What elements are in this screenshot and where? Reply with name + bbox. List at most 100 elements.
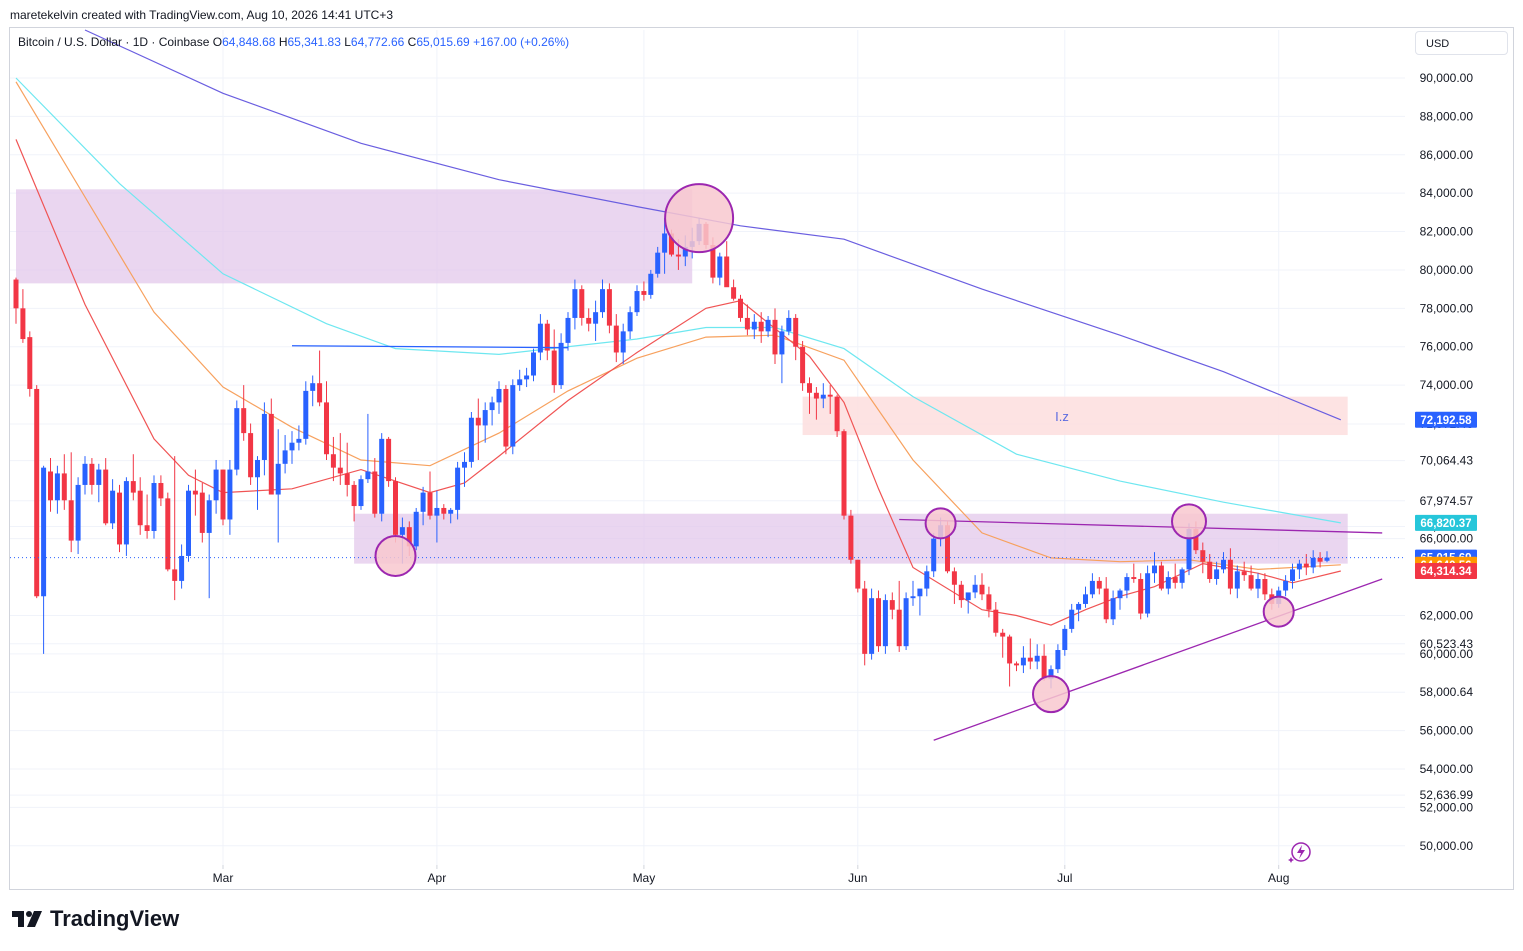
candle-body [993,609,999,633]
candle-body [724,256,730,288]
trendlines [10,345,1405,741]
candle-body [1221,559,1226,570]
moving-average-line [84,29,1342,421]
markup-circle [664,183,735,254]
candle-body [827,394,833,397]
candle-body [179,555,185,581]
candle-body [220,469,226,520]
candle-body [758,321,764,332]
candle-body [682,246,688,257]
candle-body [406,527,412,547]
price-tick-label: 90,000.00 [1420,71,1474,85]
candle-body [234,408,240,470]
candle-body [268,413,274,495]
candle-body [517,379,523,386]
chart-frame [9,27,1514,890]
markup-circle [1032,675,1070,714]
candle-body [462,461,467,468]
candle-body [1248,575,1254,589]
candle-body [317,383,323,403]
open-label: O [212,35,223,49]
candle-body [475,417,481,426]
price-badge-label: 72,192.58 [1420,415,1472,427]
candle-body [337,467,343,474]
candle-body [876,598,881,647]
candle-body [289,442,295,451]
candle-body [537,323,543,353]
candle-body [68,500,74,541]
price-badge-label: 66,820.37 [1420,518,1471,530]
candle-body [855,559,861,589]
price-tick-label: 52,636.99 [1420,788,1474,802]
candle-body [1089,580,1095,595]
currency-selector[interactable]: USD [1415,31,1508,55]
candle-body [965,592,971,601]
candle-body [641,291,647,295]
high-label: H [278,35,288,49]
candle-body [793,317,799,347]
time-tick-label: Jul [1057,871,1072,885]
candle-body [503,388,509,447]
candle-body [123,481,129,545]
price-tick-label: 60,523.43 [1420,637,1474,651]
price-tick-label: 88,000.00 [1420,109,1474,123]
candle-body [20,308,26,340]
time-tick-label: Jun [848,871,867,885]
candle-body [1290,569,1295,581]
chart-grid [10,30,1405,865]
zone-rect [16,189,693,284]
price-tick-label: 66,000.00 [1420,532,1474,546]
price-tick-label: 78,000.00 [1420,301,1474,315]
candle-body [972,584,978,593]
candle-body [917,588,923,597]
markup-circle [1262,595,1295,628]
candle-body [489,402,495,411]
time-tick-label: Apr [428,871,447,885]
candle-body [1227,559,1233,589]
candle-body [1131,577,1137,579]
close-label: C [407,35,417,49]
candle-body [744,317,750,330]
candle-body [544,323,550,351]
candle-body [496,388,502,403]
time-tick-label: Mar [213,871,234,885]
candle-body [807,383,812,393]
candle-body [48,471,53,501]
price-tick-label: 54,000.00 [1420,762,1474,776]
candle-body [779,331,785,355]
candle-body [1103,588,1109,620]
candle-body [365,471,371,480]
candle-body [199,492,205,533]
candle-body [275,463,281,495]
trend-line [291,345,569,349]
price-tick-label: 80,000.00 [1420,263,1474,277]
candle-body [1193,529,1199,551]
candle-body [800,346,806,384]
price-axis: 90,000.00 88,000.00 86,000.00 84,000.00 82,0… [1420,71,1474,853]
candle-body [945,525,950,572]
candle-body [165,498,171,570]
candle-body [524,375,530,380]
candle-body [531,352,536,376]
candle-body [130,481,136,493]
flash-icon[interactable] [1288,840,1314,869]
candle-body [41,467,47,597]
price-badge [1415,563,1477,580]
candle-body [606,289,612,326]
candle-body [358,479,364,507]
candle-body [1083,594,1088,604]
candle-body [1186,529,1192,570]
candle-body [565,317,571,343]
candle-body [648,273,654,295]
candle-body [172,569,178,581]
candle-body [848,515,854,560]
candle-body [110,490,116,524]
candle-body [1124,577,1130,591]
candle-body [1324,557,1330,561]
candle-body [282,450,288,464]
candlesticks [13,218,1330,689]
low-label: L [344,35,351,49]
candle-body [186,490,191,556]
candle-body [482,410,488,426]
